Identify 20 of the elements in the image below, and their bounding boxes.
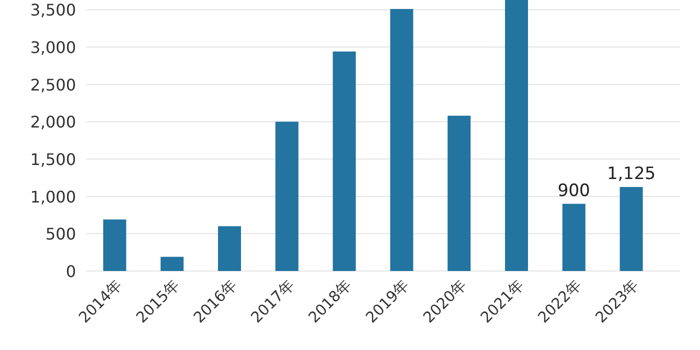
bar xyxy=(160,256,184,271)
y-tick-label: 500 xyxy=(45,224,76,244)
y-tick-label: 1,500 xyxy=(30,150,76,170)
bar xyxy=(620,187,643,271)
bar xyxy=(562,204,586,271)
bar xyxy=(275,122,298,271)
y-tick-label: 2,500 xyxy=(30,75,76,94)
bar xyxy=(103,219,126,271)
data-label: 900 xyxy=(558,180,590,201)
bar xyxy=(332,52,356,271)
data-label: 1,125 xyxy=(606,164,656,184)
y-tick-label: 1,000 xyxy=(30,187,76,206)
y-tick-label: 3,500 xyxy=(30,0,76,20)
bar xyxy=(390,8,414,271)
y-tick-label: 0 xyxy=(66,262,76,281)
bar xyxy=(505,0,528,271)
y-tick-label: 2,000 xyxy=(30,112,76,132)
y-tick-label: 3,000 xyxy=(30,38,76,58)
bar xyxy=(448,116,471,271)
bar xyxy=(218,226,241,271)
